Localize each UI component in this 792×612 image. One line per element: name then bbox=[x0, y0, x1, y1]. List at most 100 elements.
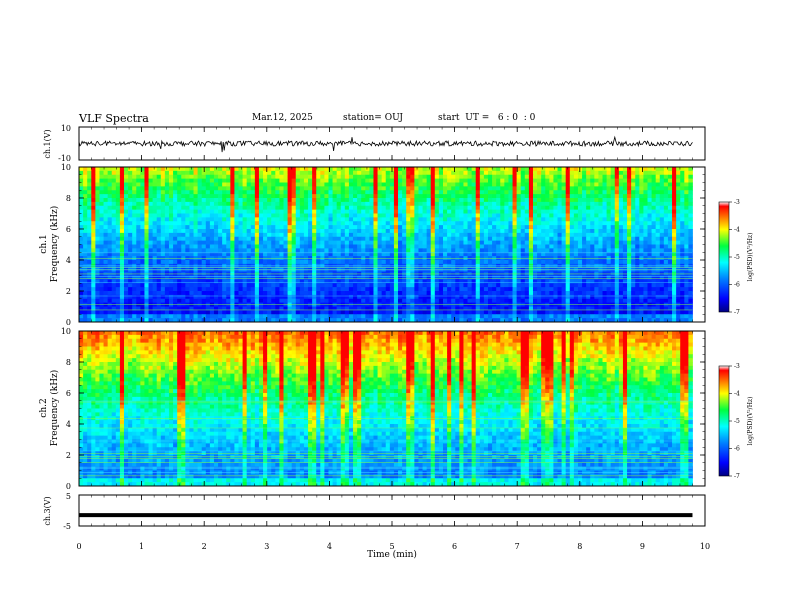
spectrogram-cell bbox=[528, 198, 534, 203]
spectrogram-cell bbox=[263, 229, 268, 234]
spectrogram-cell bbox=[508, 248, 513, 253]
spectrogram-cell bbox=[177, 279, 182, 284]
spectrogram-cell bbox=[242, 205, 248, 211]
spectrogram-cell bbox=[303, 209, 309, 214]
spectrogram-cell bbox=[545, 205, 550, 211]
spectrogram-cell bbox=[553, 201, 558, 207]
spectrogram-cell bbox=[455, 232, 460, 238]
spectrogram-cell bbox=[197, 174, 203, 180]
spectrogram-cell bbox=[520, 279, 526, 284]
spectrogram-cell bbox=[312, 178, 317, 183]
spectrogram-cell bbox=[549, 291, 554, 296]
spectrogram-cell bbox=[160, 240, 166, 245]
spectrogram-cell bbox=[475, 217, 481, 222]
spectrogram-cell bbox=[639, 283, 644, 288]
spectrogram-cell bbox=[254, 291, 260, 296]
spectrogram-cell bbox=[287, 209, 293, 214]
spectrogram-cell bbox=[230, 190, 235, 195]
spectrogram-cell bbox=[537, 287, 542, 292]
spectrogram-cell bbox=[148, 178, 154, 183]
spectrogram-cell bbox=[451, 287, 456, 292]
spectrogram-cell bbox=[618, 205, 624, 211]
spectrogram-cell bbox=[483, 248, 489, 253]
spectrogram-cell bbox=[496, 201, 501, 207]
spectrogram-cell bbox=[532, 240, 538, 245]
spectrogram-cell bbox=[201, 201, 207, 207]
spectrogram-cell bbox=[451, 194, 456, 199]
spectrogram-cell bbox=[414, 213, 419, 218]
spectrogram-cell bbox=[541, 213, 546, 218]
spectrogram-cell bbox=[348, 225, 354, 230]
spectrogram-cell bbox=[267, 167, 272, 172]
spectrogram-cell bbox=[438, 205, 444, 211]
spectrogram-cell bbox=[487, 170, 493, 176]
spectrogram-cell bbox=[238, 236, 243, 242]
spectrogram-cell bbox=[406, 170, 411, 176]
spectrogram-cell bbox=[590, 190, 595, 195]
spectrogram-cell bbox=[185, 198, 190, 203]
spectrogram-cell bbox=[667, 275, 673, 280]
spectrogram-cell bbox=[111, 170, 117, 176]
spectrogram-cell bbox=[132, 198, 137, 203]
spectrogram-cell bbox=[99, 170, 104, 176]
spectrogram-cell bbox=[361, 182, 366, 187]
spectrogram-cell bbox=[680, 213, 685, 218]
spectrogram-cell bbox=[639, 229, 644, 234]
spectrogram-cell bbox=[532, 205, 538, 211]
spectrogram-cell bbox=[541, 198, 546, 203]
spectrogram-cell bbox=[500, 174, 505, 180]
spectrogram-cell bbox=[389, 287, 395, 292]
spectrogram-cell bbox=[283, 170, 288, 176]
spectrogram-cell bbox=[676, 279, 681, 284]
spectrogram-cell bbox=[635, 217, 640, 222]
spectrogram-cell bbox=[422, 186, 428, 191]
spectrogram-cell bbox=[128, 167, 133, 172]
spectrogram-cell bbox=[467, 190, 473, 195]
spectrogram-cell bbox=[557, 244, 562, 249]
spectrogram-cell bbox=[479, 229, 485, 234]
spectrogram-cell bbox=[590, 240, 595, 245]
spectrogram-cell bbox=[504, 221, 509, 226]
spectrogram-cell bbox=[164, 236, 170, 242]
spectrogram-cell bbox=[643, 236, 648, 242]
spectrogram-cell bbox=[136, 248, 141, 253]
spectrogram-cell bbox=[651, 260, 657, 265]
spectrogram-cell bbox=[659, 275, 665, 280]
spectrogram-cell bbox=[655, 186, 661, 191]
spectrogram-cell bbox=[209, 217, 215, 222]
spectrogram-cell bbox=[655, 213, 661, 218]
spectrogram-cell bbox=[254, 174, 260, 180]
spectrogram-cell bbox=[267, 229, 272, 234]
spectrogram-cell bbox=[402, 205, 407, 211]
spectrogram-cell bbox=[639, 291, 644, 296]
spectrogram-cell bbox=[275, 205, 280, 211]
spectrogram-cell bbox=[353, 236, 358, 242]
spectrogram-cell bbox=[99, 229, 104, 234]
spectrogram-cell bbox=[598, 186, 603, 191]
spectrogram-cell bbox=[258, 275, 264, 280]
spectrogram-cell bbox=[459, 291, 464, 296]
spectrogram-cell bbox=[561, 291, 567, 296]
spectrogram-cell bbox=[512, 229, 518, 234]
spectrogram-cell bbox=[320, 275, 325, 280]
spectrogram-cell bbox=[119, 240, 125, 245]
spectrogram-cell bbox=[573, 182, 579, 187]
spectrogram-cell bbox=[99, 225, 104, 230]
spectrogram-cell bbox=[279, 279, 284, 284]
spectrogram-cell bbox=[123, 221, 129, 226]
spectrogram-cell bbox=[475, 279, 481, 284]
spectrogram-cell bbox=[348, 279, 354, 284]
spectrogram-cell bbox=[213, 167, 219, 172]
spectrogram-cell bbox=[263, 291, 268, 296]
spectrogram-cell bbox=[173, 178, 178, 183]
spectrogram-cell bbox=[119, 236, 125, 242]
spectrogram-cell bbox=[332, 287, 338, 292]
spectrogram-cell bbox=[115, 232, 121, 238]
spectrogram-cell bbox=[492, 217, 497, 222]
spectrogram-cell bbox=[258, 194, 264, 199]
spectrogram-cell bbox=[308, 213, 313, 218]
spectrogram-cell bbox=[438, 198, 444, 203]
spectrogram-cell bbox=[545, 178, 550, 183]
spectrogram-cell bbox=[443, 248, 448, 253]
spectrogram-cell bbox=[156, 182, 162, 187]
